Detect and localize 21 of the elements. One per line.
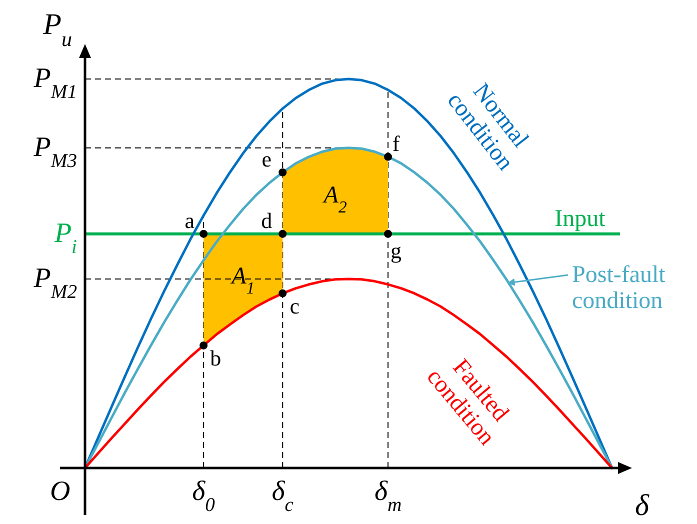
x-tick-label: δ$_{0}$ — [192, 476, 216, 516]
ref-line-label: P$_{M1}$ — [32, 63, 77, 102]
x-axis-title: δ — [635, 489, 650, 522]
annotation: f — [392, 130, 400, 156]
legend-label: Post-fault condition — [572, 262, 666, 314]
annotation: c — [290, 293, 300, 318]
annotation: b — [210, 345, 222, 370]
annotation: a — [184, 208, 195, 233]
x-tick-label: δ$_{c}$ — [272, 476, 294, 516]
ref-line-label: P$_{i}$ — [53, 218, 77, 258]
ref-line-label: P$_{M2}$ — [32, 262, 78, 302]
annotation: d — [261, 208, 272, 233]
annotation: A$_{2}$ — [322, 182, 348, 216]
y-axis-title: P$_{u}$ — [42, 8, 72, 51]
ref-line-label: P$_{M3}$ — [32, 132, 78, 172]
annotation: e — [262, 146, 272, 172]
annotation: g — [390, 238, 402, 263]
x-tick-label: δ$_{m}$ — [374, 476, 402, 516]
annotation: A$_{1}$ — [230, 263, 255, 297]
annotation: Input — [554, 206, 606, 232]
text: O — [50, 476, 70, 507]
